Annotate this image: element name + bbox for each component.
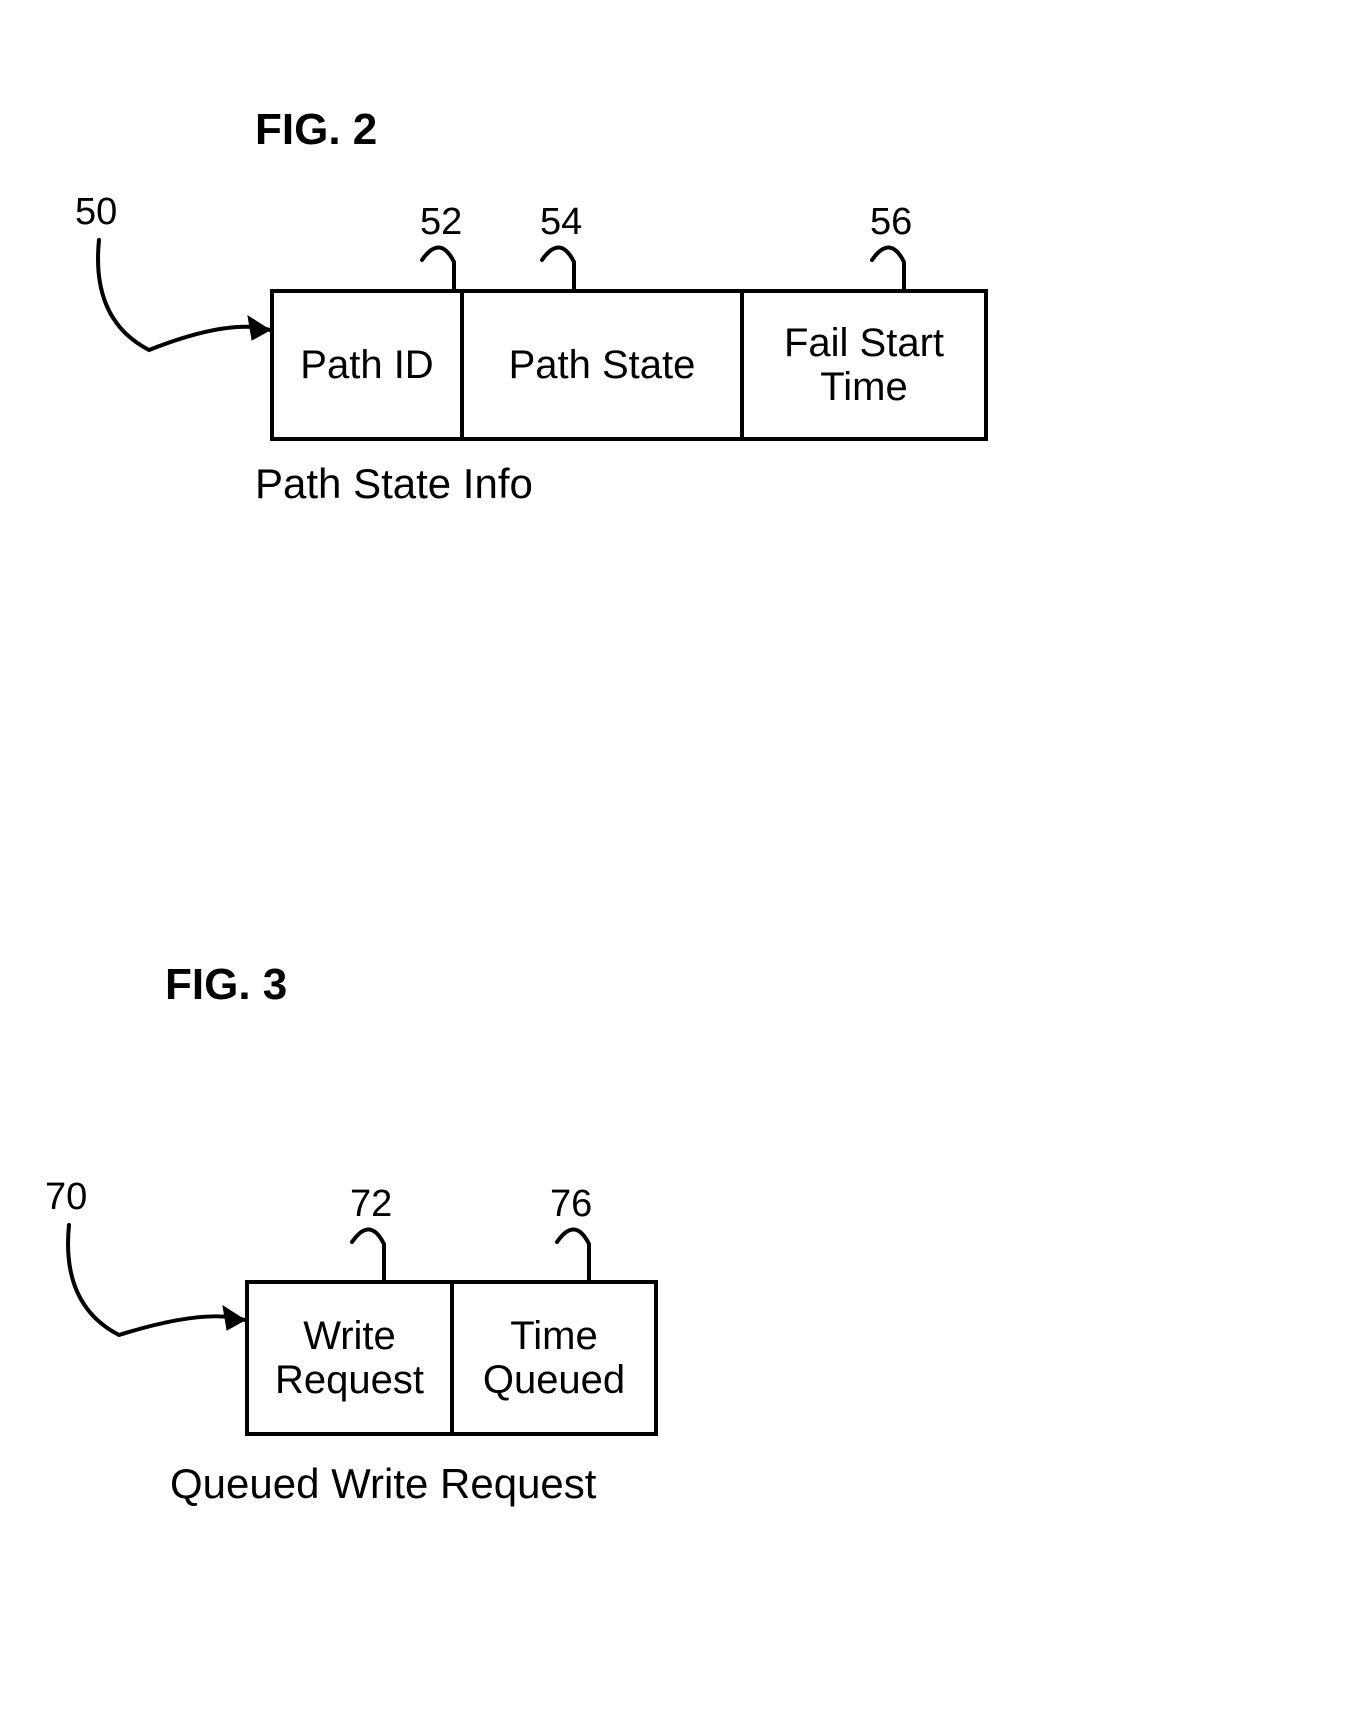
table-cell: Path ID <box>274 293 464 437</box>
fig2-table: Path IDPath StateFail Start Time <box>270 289 988 441</box>
table-cell: Fail Start Time <box>744 293 984 437</box>
fig2-annotations: 52 54 56 50 <box>0 0 1366 900</box>
fig3-caption: Queued Write Request <box>170 1460 596 1508</box>
svg-text:56: 56 <box>870 201 912 243</box>
fig3-annotations: 72 76 70 <box>0 900 1366 1700</box>
table-cell: Time Queued <box>454 1284 654 1432</box>
svg-text:50: 50 <box>75 191 117 233</box>
table-cell: Path State <box>464 293 744 437</box>
svg-text:72: 72 <box>350 1183 392 1225</box>
svg-text:52: 52 <box>420 201 462 243</box>
fig2-title: FIG. 2 <box>255 105 377 155</box>
fig3-table: Write RequestTime Queued <box>245 1280 658 1436</box>
table-cell: Write Request <box>249 1284 454 1432</box>
fig2-caption: Path State Info <box>255 460 533 508</box>
svg-text:54: 54 <box>540 201 582 243</box>
fig3-title: FIG. 3 <box>165 960 287 1010</box>
svg-text:70: 70 <box>45 1176 87 1218</box>
svg-text:76: 76 <box>550 1183 592 1225</box>
